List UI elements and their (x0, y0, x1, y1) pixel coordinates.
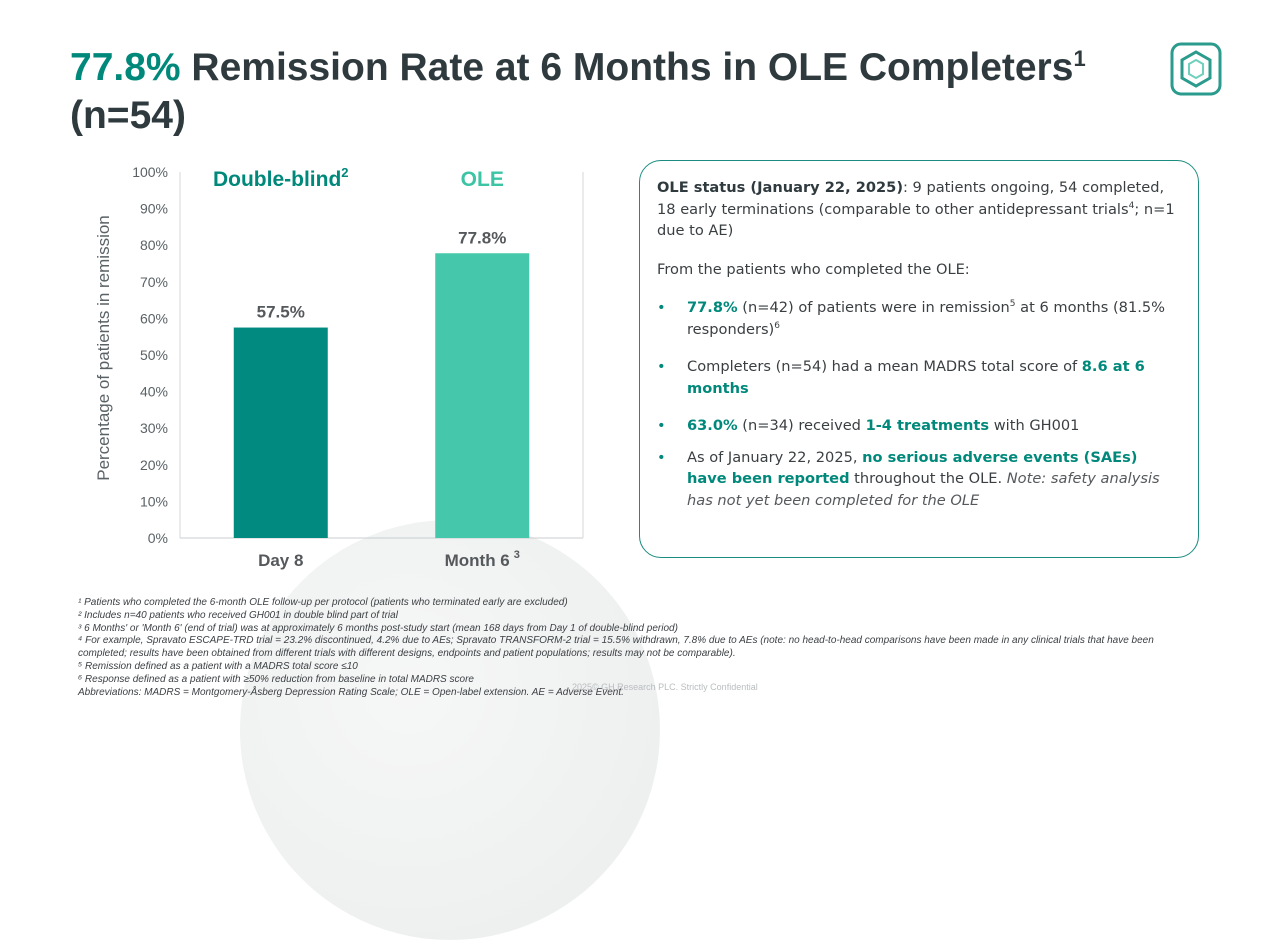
ole-status-panel: OLE status (January 22, 2025): 9 patient… (639, 160, 1199, 558)
bullet3-highlight: 63.0% (687, 417, 738, 434)
footnote-6: ⁶ Response defined as a patient with ≥50… (78, 673, 474, 685)
footnotes: ¹ Patients who completed the 6-month OLE… (78, 597, 1168, 699)
bullet1-text-2: at 6 months (81.5% responders) (687, 299, 1166, 338)
status-text-end: ; n=1 due to AE) (657, 200, 1175, 240)
bullet2-highlight: 8.6 at 6 months (687, 358, 1145, 397)
bullet3-text-2: with GH001 (989, 417, 1080, 434)
bullet-icon: • (657, 448, 666, 466)
bullet3-highlight-2: 1-4 treatments (865, 417, 990, 434)
bullet3-text: (n=34) received (737, 417, 866, 434)
y-tick-label: 10% (140, 493, 168, 509)
bullet1-text: (n=42) of patients were in remission (737, 299, 1010, 316)
background-decoration (240, 520, 660, 940)
footnote-4: ⁴ For example, Spravato ESCAPE-TRD trial… (78, 635, 1154, 660)
title-highlight: 77.8% (70, 46, 181, 89)
title-superscript: 1 (1073, 46, 1086, 71)
safety-note: Note: safety analysis has not yet been c… (687, 470, 1160, 509)
title-text: Remission Rate at 6 Months in OLE Comple… (180, 46, 1074, 89)
page-title: 77.8% Remission Rate at 6 Months in OLE … (70, 44, 1150, 140)
y-tick-label: 100% (132, 164, 168, 180)
status-superscript: 4 (1128, 200, 1135, 211)
findings-list: • 77.8% (n=42) of patients were in remiss… (657, 297, 1176, 511)
status-text: : 9 patients ongoing, 54 completed, 18 e… (657, 179, 1165, 218)
bar-value-label: 77.8% (458, 228, 506, 247)
bullet4-highlight: no serious adverse events (SAEs) have be… (687, 448, 1138, 488)
y-tick-label: 50% (140, 347, 168, 363)
footnote-3: ³ 6 Months' or 'Month 6' (end of trial) … (78, 622, 678, 634)
copyright-notice: 2025© GH Research PLC. Strictly Confiden… (572, 682, 758, 692)
y-tick-label: 80% (140, 237, 168, 253)
group-label: Double-blind2 (213, 165, 349, 191)
abbreviations: Abbreviations: MADRS = Montgomery-Åsberg… (78, 686, 624, 698)
status-paragraph: OLE status (January 22, 2025): 9 patient… (657, 177, 1176, 242)
title-line2: (n=54) (70, 94, 186, 137)
footnote-1: ¹ Patients who completed the 6-month OLE… (78, 597, 568, 608)
list-item: • 63.0% (n=34) received 1-4 treatments wi… (657, 415, 1176, 437)
bullet1-highlight: 77.8% (687, 299, 738, 316)
list-item: • Completers (n=54) had a mean MADRS tota… (657, 356, 1176, 399)
intro-text: From the patients who completed the OLE: (657, 260, 970, 278)
bullet-icon: • (657, 358, 666, 375)
bar-day-8 (233, 327, 328, 538)
footnote-5: ⁵ Remission defined as a patient with a … (78, 660, 358, 672)
remission-bar-chart: 0% 10% 20% 30% 40% 50% 60% 70% 80% 90% 100% 57.5% Da… (132, 164, 584, 570)
bullet-icon: • (657, 417, 666, 434)
bullet-icon: • (657, 299, 666, 316)
bullet4-text: As of January 22, 2025, (687, 448, 863, 466)
bar-value-label: 57.5% (257, 303, 305, 322)
y-tick-label: 60% (140, 310, 168, 326)
y-tick-label: 90% (140, 201, 168, 217)
footnote-2: ² Includes n=40 patients who received GH… (78, 609, 398, 621)
bullet2-text: Completers (n=54) had a mean MADRS total… (687, 358, 1082, 375)
x-tick-label: Day 8 (258, 551, 303, 570)
y-tick-label: 20% (140, 457, 168, 473)
status-label: OLE status (January 22, 2025) (657, 179, 903, 196)
y-tick-label: 30% (140, 420, 168, 436)
bar-month-6 (435, 253, 530, 538)
bullet1-sup2: 6 (774, 320, 780, 331)
bullet1-sup1: 5 (1009, 299, 1016, 310)
y-tick-label: 0% (148, 530, 168, 546)
list-item: • 77.8% (n=42) of patients were in remiss… (657, 297, 1176, 340)
list-item: • As of January 22, 2025, no serious adve… (657, 447, 1176, 512)
hexagon-logo-icon (1170, 42, 1222, 96)
group-label: OLE (461, 168, 504, 191)
bullet4-text-2: throughout the OLE. (849, 470, 1007, 487)
y-tick-label: 40% (140, 384, 168, 400)
y-tick-label: 70% (140, 274, 168, 290)
